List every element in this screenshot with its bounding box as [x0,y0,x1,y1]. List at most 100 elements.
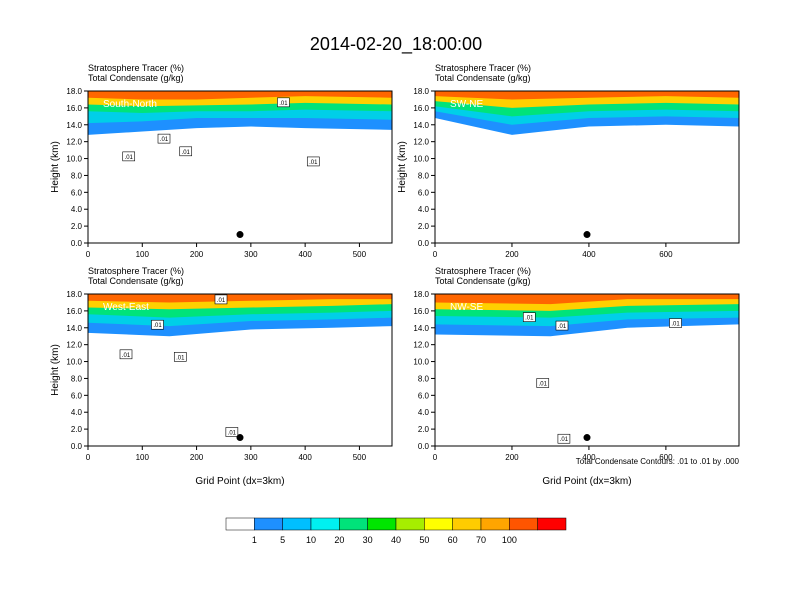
y-tick-label: 10.0 [66,358,82,367]
y-tick-label: 8.0 [71,171,83,180]
y-tick-label: 10.0 [66,155,82,164]
contour-label: .01 [182,150,191,156]
contour-label-box [119,349,133,360]
x-tick-label: 200 [505,453,519,462]
y-tick-label: 14.0 [413,121,429,130]
y-axis-label: Height (km) [50,344,61,396]
panel-4: Stratosphere Tracer (%)Total Condensate … [413,266,740,487]
contour-label: .01 [153,323,162,329]
contour-label: .01 [125,155,134,161]
x-tick-label: 400 [582,453,596,462]
contour-label: .01 [122,353,131,359]
contour-label-box [522,312,536,322]
panel-header-line: Stratosphere Tracer (%) [88,63,184,73]
panel-header-line: Stratosphere Tracer (%) [435,63,531,73]
contour-label-box [157,133,171,144]
colorbar-box [225,517,255,531]
location-marker [236,231,244,239]
colorbar-box [282,517,312,531]
contour-label-box [669,318,682,328]
y-tick-label: 18.0 [66,290,82,299]
x-tick-label: 100 [136,453,150,462]
y-tick-label: 12.0 [66,341,82,350]
y-tick-label: 12.0 [413,341,429,350]
y-tick-label: 14.0 [66,121,82,130]
plot-frame [434,90,740,244]
colorbar-label: 1 [252,535,257,545]
x-tick-label: 400 [298,453,312,462]
location-marker [236,434,244,442]
x-tick-label: 300 [244,250,258,259]
contour-label: .01 [560,437,569,443]
panel-header-line: Stratosphere Tracer (%) [435,266,531,276]
contour-label: .01 [217,298,226,304]
colorbar-label: 50 [419,535,429,545]
y-tick-label: 8.0 [418,374,430,383]
y-tick-label: 8.0 [418,171,430,180]
panel-header-line: Total Condensate (g/kg) [88,73,184,83]
plot-area [88,294,392,446]
contour-label: .01 [176,355,185,361]
contour-label: .01 [539,382,548,388]
panel-header-line: Total Condensate (g/kg) [435,276,531,286]
y-tick-label: 2.0 [71,425,83,434]
panel-label: NW-SE [450,302,483,313]
panel-header-line: Total Condensate (g/kg) [88,276,184,286]
y-tick-label: 6.0 [418,391,430,400]
y-tick-label: 4.0 [71,205,83,214]
tracer-band [435,294,739,305]
x-axis-label: Grid Point (dx=3km) [542,476,631,487]
y-tick-label: 18.0 [66,87,82,96]
figure-title: 2014-02-20_18:00:00 [310,34,482,55]
y-tick-label: 2.0 [71,222,83,231]
y-tick-label: 4.0 [71,408,83,417]
x-tick-label: 0 [433,453,438,462]
y-axis-label: Height (km) [50,141,61,193]
contour-label-box [306,156,320,167]
contour-label-box [214,294,228,305]
y-tick-label: 4.0 [418,205,430,214]
colorbar-label: 70 [476,535,486,545]
panel-1: Stratosphere Tracer (%)Total Condensate … [50,63,393,259]
contour-label: .01 [160,137,169,143]
x-tick-label: 600 [659,453,673,462]
contour-label-box [225,427,239,437]
colorbar-box [254,517,283,531]
panels: Stratosphere Tracer (%)Total Condensate … [50,63,740,487]
x-axis-label: Grid Point (dx=3km) [195,476,284,487]
panel-label: South-North [103,99,157,110]
contour-label: .01 [558,324,567,330]
y-tick-label: 2.0 [418,425,430,434]
colorbar-box [339,517,368,531]
plot-frame [87,293,393,447]
colorbar-label: 60 [448,535,458,545]
colorbar-box [395,517,425,531]
y-tick-label: 4.0 [418,408,430,417]
contour-label-box [557,433,571,444]
x-tick-label: 400 [582,250,596,259]
plot-frame [434,293,740,447]
colorbar-label: 100 [502,535,517,545]
y-tick-label: 2.0 [418,222,430,231]
colorbar-label: 20 [334,535,344,545]
y-tick-label: 0.0 [418,239,430,248]
colorbar-box [537,517,567,531]
y-tick-label: 6.0 [71,391,83,400]
colorbar-label: 5 [280,535,285,545]
contour-label-box [555,320,569,331]
contour-label-box [122,151,136,162]
contour-label-box [173,352,187,362]
panel-header-line: Stratosphere Tracer (%) [88,266,184,276]
x-tick-label: 200 [190,453,204,462]
y-tick-label: 14.0 [66,324,82,333]
contour-footnote: Total Condensate Contours: .01 to .01 by… [576,457,740,466]
plot-area [435,294,739,446]
tracer-band [88,91,392,100]
x-tick-label: 100 [136,250,150,259]
y-tick-label: 0.0 [71,442,83,451]
colorbar-label: 30 [363,535,373,545]
contour-label-box [151,319,164,330]
y-tick-label: 16.0 [413,307,429,316]
plot-area [88,91,392,243]
x-tick-label: 200 [505,250,519,259]
